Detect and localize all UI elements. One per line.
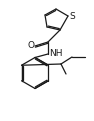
Text: S: S bbox=[69, 12, 75, 21]
Text: NH: NH bbox=[49, 49, 63, 57]
Text: O: O bbox=[27, 41, 34, 50]
